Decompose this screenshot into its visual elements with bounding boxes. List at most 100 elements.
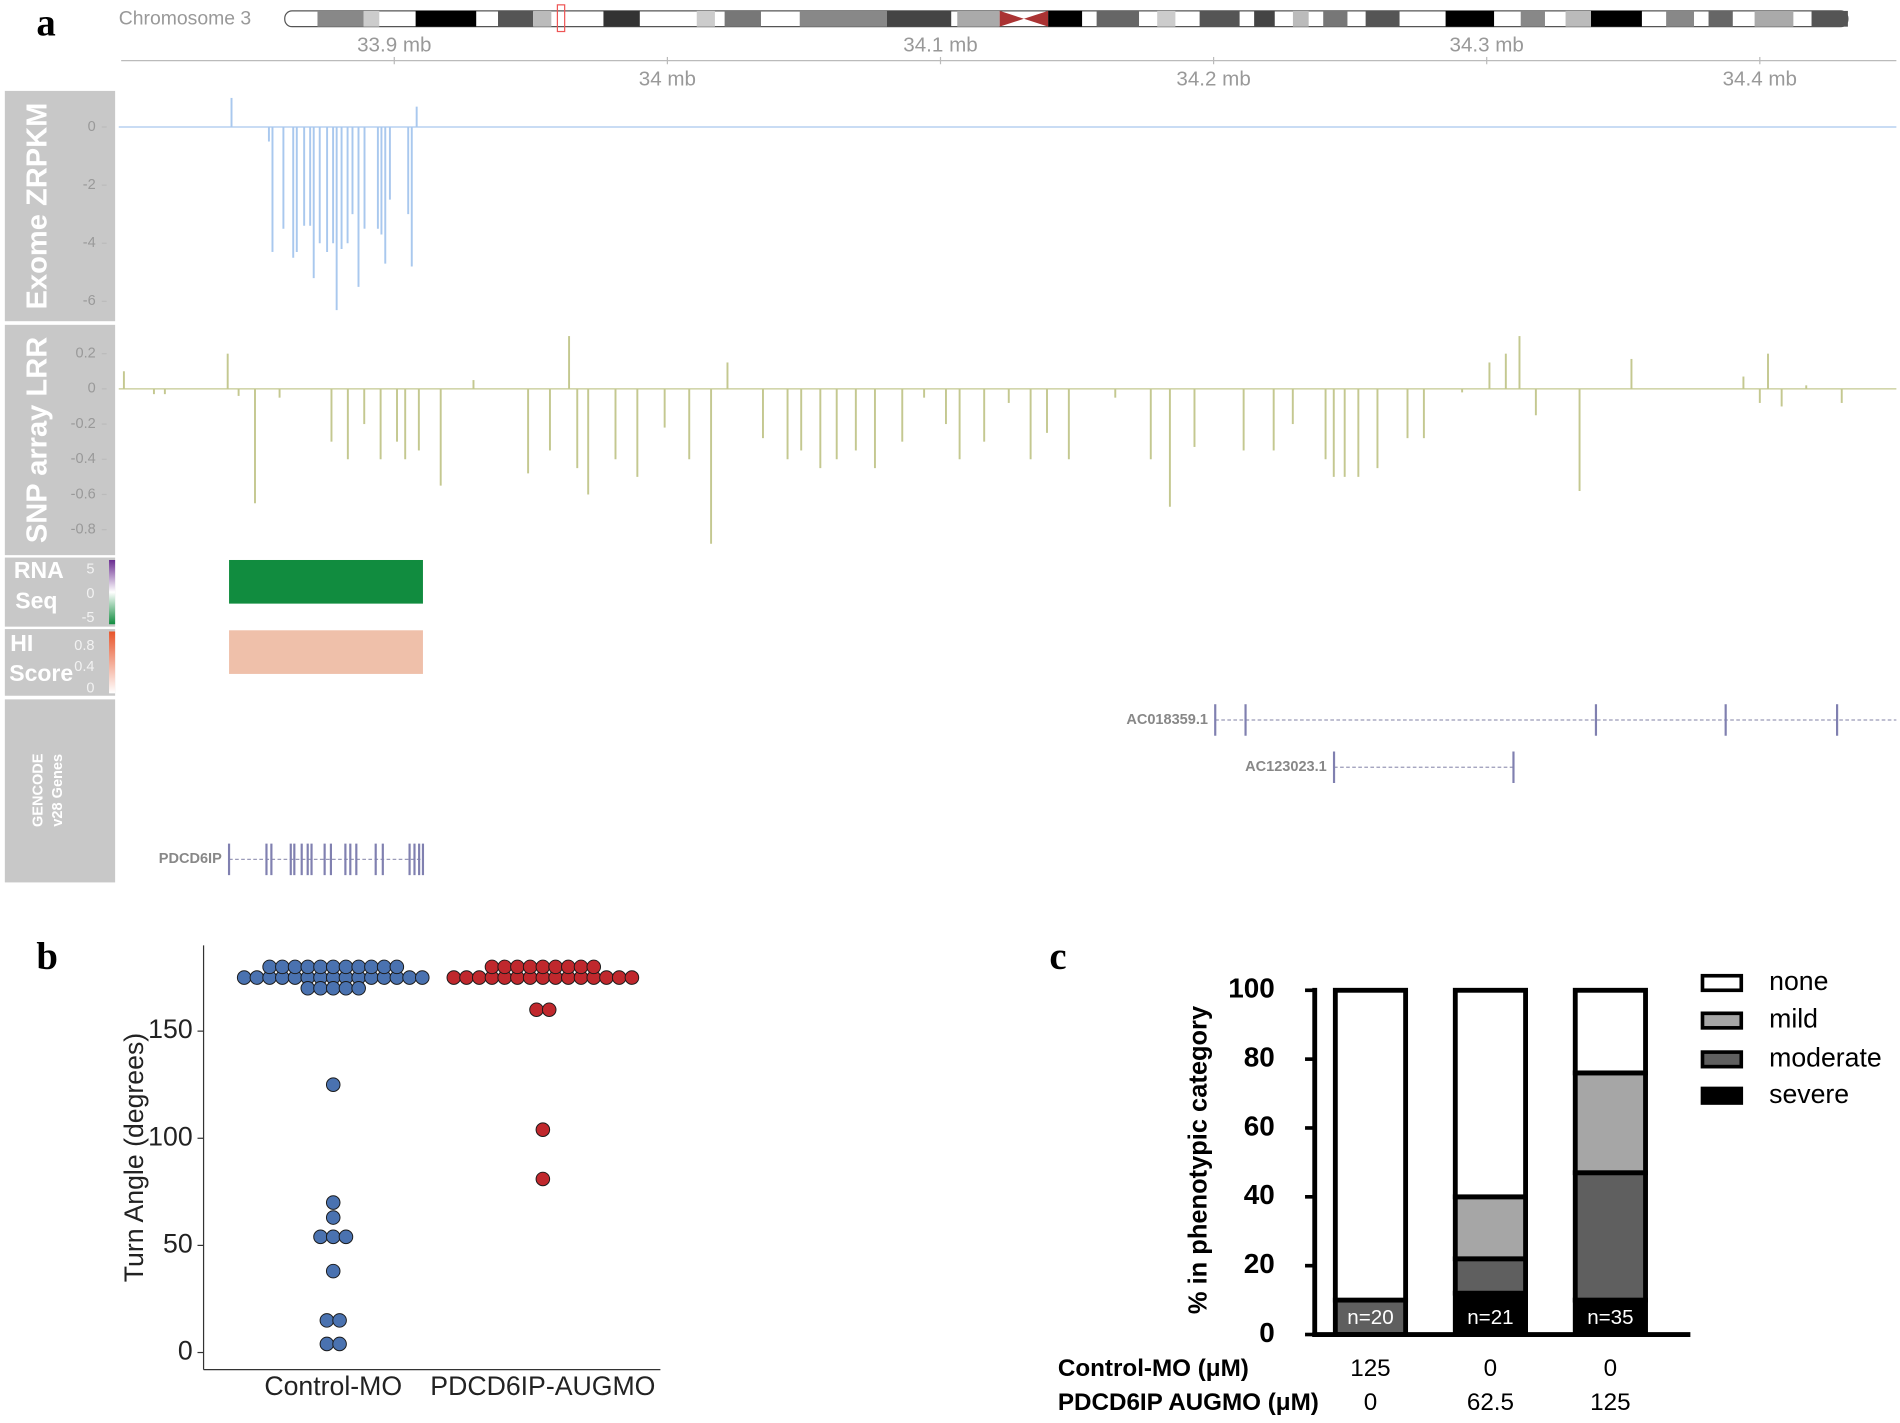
table-value: 0 <box>1364 1389 1377 1416</box>
dot <box>313 1229 328 1245</box>
legend-swatch <box>1700 1050 1744 1069</box>
y-tick-label: 80 <box>1244 1041 1275 1072</box>
dot <box>287 959 303 975</box>
bar-segment <box>1572 1070 1648 1176</box>
dot <box>236 970 252 985</box>
legend-swatch <box>1700 973 1744 993</box>
dot <box>332 1313 347 1328</box>
dot <box>561 959 576 975</box>
panel-label: c <box>1049 935 1066 978</box>
track-label: RNA <box>14 557 64 583</box>
legend-label: mild <box>1769 1004 1818 1034</box>
x-tick-label: 34.3 mb <box>1449 33 1523 56</box>
dot <box>471 970 487 985</box>
bar-segment <box>1572 1170 1648 1303</box>
panel-label: a <box>36 2 55 45</box>
dot <box>529 1002 544 1017</box>
dot <box>351 959 366 975</box>
y-tick-label: 50 <box>163 1228 193 1258</box>
dot <box>338 959 354 975</box>
legend-label: severe <box>1769 1079 1849 1109</box>
dot <box>325 1210 341 1225</box>
y-axis-label: Turn Angle (degrees) <box>119 1033 149 1282</box>
track-label: Exome ZRPKM <box>21 103 53 310</box>
y-tick-label: 20 <box>1244 1248 1275 1279</box>
y-tick-label: -0.8 <box>71 522 96 538</box>
dot <box>402 970 417 985</box>
table-value: 125 <box>1350 1355 1390 1382</box>
dot <box>535 959 551 975</box>
dot <box>510 959 525 975</box>
track-label: GENCODE <box>31 753 47 827</box>
y-tick-label: -2 <box>83 177 96 193</box>
dot <box>262 959 277 975</box>
dot <box>415 970 430 985</box>
dot <box>332 1336 347 1352</box>
dot <box>300 981 316 996</box>
table-value: 0 <box>1604 1355 1617 1382</box>
dot <box>325 1229 341 1245</box>
dot <box>313 981 328 996</box>
dot <box>364 959 379 975</box>
dot <box>325 959 341 975</box>
y-axis-label: % in phenotypic category <box>1184 1005 1212 1314</box>
dot <box>338 1229 354 1245</box>
dot <box>535 1171 551 1187</box>
dot <box>497 959 512 975</box>
track-label: SNP array LRR <box>21 337 53 543</box>
legend-label: moderate <box>1769 1042 1882 1072</box>
dot <box>624 970 640 985</box>
table-value: 125 <box>1590 1389 1630 1416</box>
legend-label: none <box>1769 966 1828 996</box>
y-tick-label: -6 <box>83 293 96 309</box>
dot <box>484 959 500 975</box>
track-label: v28 Genes <box>50 754 66 827</box>
y-tick-label: -0.4 <box>71 451 96 467</box>
y-tick-label: 150 <box>148 1014 192 1044</box>
dot <box>541 1002 557 1017</box>
row-label: Control-MO (μM) <box>1058 1355 1249 1382</box>
y-tick-label: 0.2 <box>76 346 96 362</box>
dot <box>573 959 589 975</box>
y-tick-label: 100 <box>1228 973 1274 1004</box>
y-tick-label: 40 <box>1244 1179 1275 1210</box>
y-tick-label: 0 <box>178 1336 193 1366</box>
dot <box>300 959 316 975</box>
scale-tick-label: 0 <box>86 586 94 602</box>
x-tick-label: 34.1 mb <box>903 33 977 56</box>
dot <box>275 959 290 975</box>
bar-segment <box>1572 987 1648 1076</box>
scale-tick-label: -5 <box>82 610 95 626</box>
track-label-box <box>4 324 116 556</box>
y-tick-label: 60 <box>1244 1110 1275 1141</box>
y-tick-label: 0 <box>88 381 96 397</box>
track-label-box <box>4 557 116 627</box>
region <box>229 630 423 674</box>
y-tick-label: 0 <box>88 119 96 135</box>
dot <box>313 959 328 975</box>
scale-tick-label: 5 <box>86 562 94 578</box>
color-scale <box>109 559 116 625</box>
dot <box>446 970 462 985</box>
gene-label: AC123023.1 <box>1245 759 1327 775</box>
track-label-box <box>4 90 116 322</box>
legend-swatch <box>1700 1011 1744 1030</box>
dot <box>389 959 405 975</box>
row-label: PDCD6IP AUGMO (μM) <box>1058 1389 1319 1416</box>
dot <box>548 959 563 975</box>
bar-segment <box>1452 1256 1528 1296</box>
y-tick-label: 100 <box>148 1121 192 1151</box>
dot <box>586 959 602 975</box>
y-tick-label: 0 <box>1259 1317 1274 1348</box>
dot <box>319 1313 335 1328</box>
scale-tick-label: 0 <box>86 680 94 696</box>
track-label: HI <box>10 630 33 656</box>
dot <box>376 959 392 975</box>
x-tick-label: 34.4 mb <box>1723 67 1797 90</box>
x-tick-label: 34 mb <box>639 67 696 90</box>
dot <box>338 981 354 996</box>
panel-label: b <box>36 935 58 978</box>
scale-tick-label: 0.4 <box>74 659 94 675</box>
scale-tick-label: 0.8 <box>74 638 94 654</box>
